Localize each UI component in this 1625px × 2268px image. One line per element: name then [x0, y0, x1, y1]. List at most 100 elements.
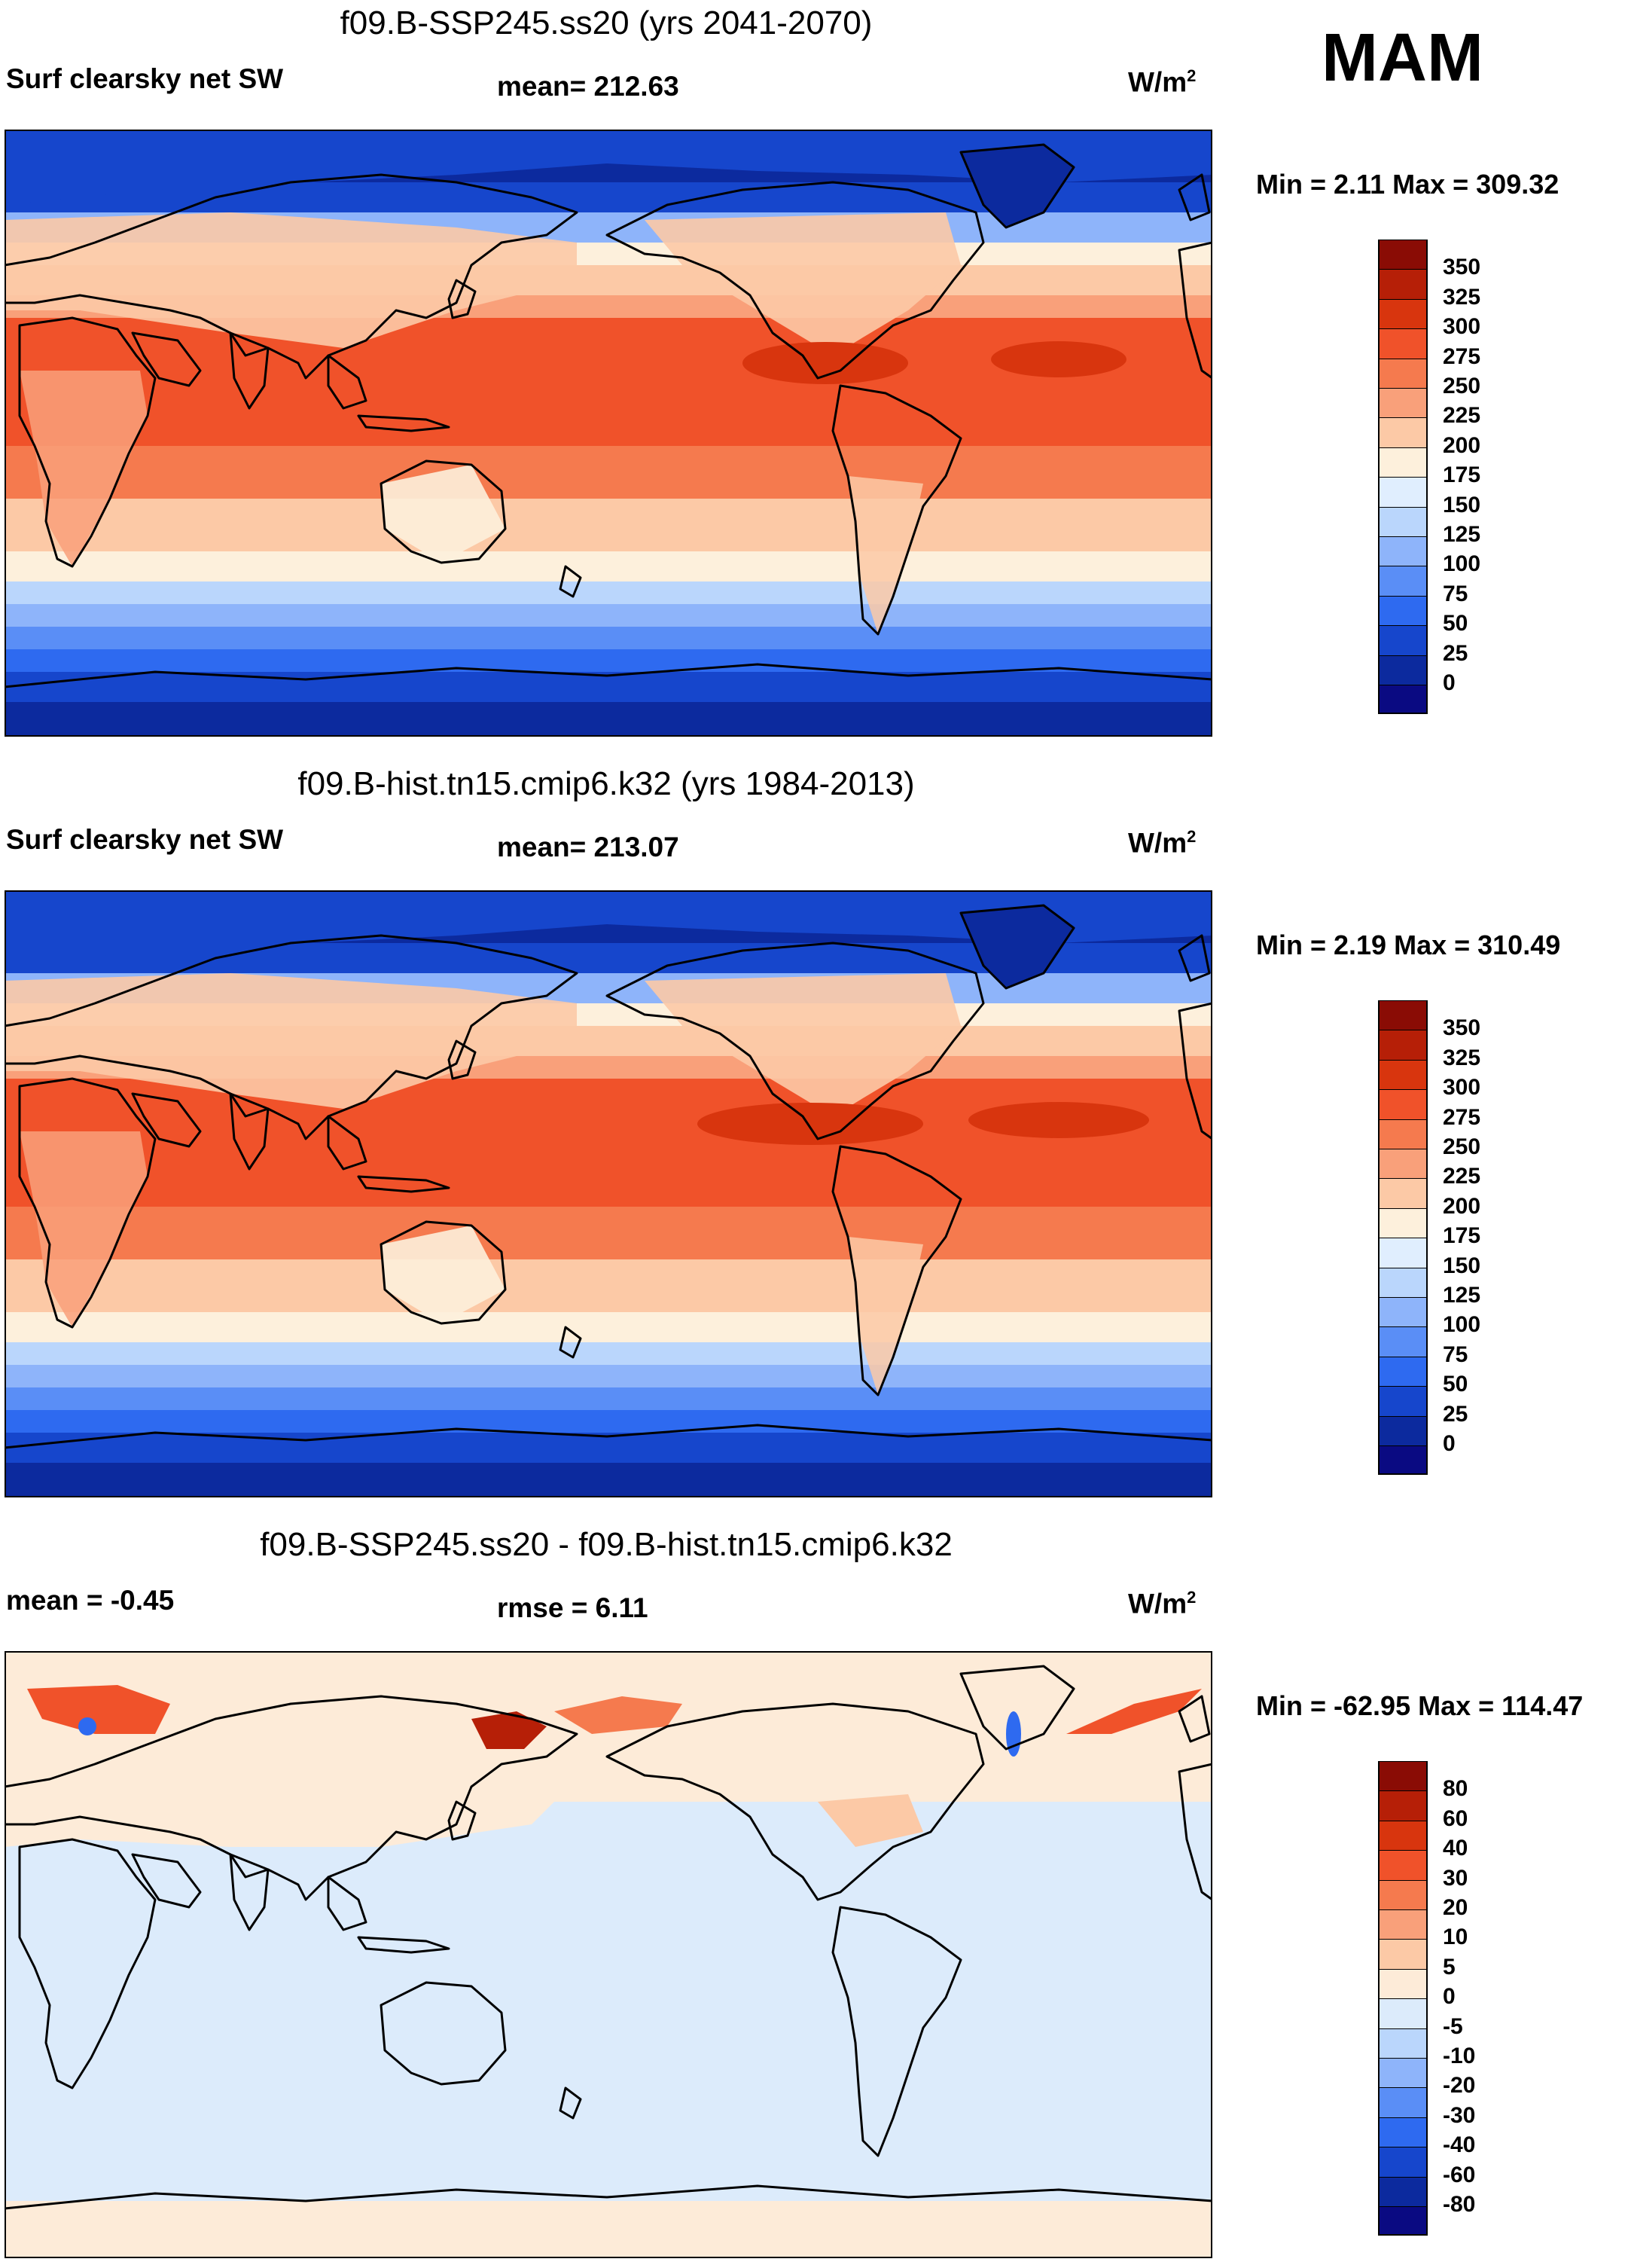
coastline: [229, 331, 270, 410]
colorbar-box: [1378, 595, 1428, 626]
colorbar-label: 325: [1443, 284, 1481, 310]
samerica-field: [848, 1237, 923, 1395]
coastline: [5, 663, 1212, 737]
arctic-field: [5, 890, 1212, 966]
coastline: [1178, 934, 1211, 982]
colorbar-label: 125: [1443, 522, 1481, 547]
colorbar-box: [1378, 2087, 1428, 2117]
colorbar-label: 175: [1443, 462, 1481, 488]
colorbar-label: 40: [1443, 1836, 1468, 1861]
colorbar-box: [1378, 1761, 1428, 1791]
colorbar-box: [1378, 1297, 1428, 1327]
colorbar-label: 325: [1443, 1045, 1481, 1070]
coastline: [357, 1175, 450, 1193]
colorbar-box: [1378, 1968, 1428, 1999]
minmax-label: Min = 2.19 Max = 310.49: [1256, 929, 1561, 960]
colorbar-box: [1378, 1386, 1428, 1416]
coastline: [605, 942, 985, 1140]
colorbar-label: 0: [1443, 1431, 1456, 1456]
colorbar-label: 25: [1443, 640, 1468, 666]
colorbar-label: 0: [1443, 670, 1456, 695]
field-band: [5, 1312, 1212, 1342]
field-band: [5, 446, 1212, 499]
colorbar-box: [1378, 388, 1428, 418]
map-frame: [5, 1651, 1212, 2258]
coastline: [5, 1695, 578, 1901]
greenland-field: [961, 905, 1074, 988]
colorbar-box: [1378, 1178, 1428, 1208]
colorbar-label: -20: [1443, 2073, 1476, 2099]
units-text: W/m: [1128, 1588, 1188, 1619]
colorbar-label: 125: [1443, 1283, 1481, 1308]
colorbar-box: [1378, 417, 1428, 447]
colorbar-label: -30: [1443, 2102, 1476, 2128]
colorbar-box: [1378, 1238, 1428, 1268]
coastline: [380, 1981, 507, 2086]
colorbar-label: 200: [1443, 1193, 1481, 1219]
colorbar-label: 10: [1443, 1925, 1468, 1950]
units-exponent: 2: [1187, 66, 1197, 85]
colorbar-label: -5: [1443, 2013, 1463, 2039]
field-band: [5, 1463, 1212, 1497]
units-label: W/m2: [1128, 66, 1196, 98]
coastline: [605, 181, 985, 380]
colorbar-box: [1378, 447, 1428, 478]
colorbar-box: [1378, 1850, 1428, 1880]
field-band: [5, 1410, 1212, 1433]
colorbar-label: 150: [1443, 492, 1481, 517]
units-label: W/m2: [1128, 827, 1196, 859]
max-anomaly: [1066, 1689, 1202, 1734]
namerica-field: [645, 973, 961, 1116]
colorbar-box: [1378, 1415, 1428, 1445]
colorbar-label: 225: [1443, 1164, 1481, 1189]
coastline: [447, 1039, 477, 1080]
colorbar-label: 75: [1443, 581, 1468, 606]
africa-field: [20, 371, 148, 566]
coastline: [357, 1936, 450, 1954]
colorbar-box: [1378, 625, 1428, 655]
coastline: [5, 2184, 1212, 2258]
units-exponent: 2: [1187, 827, 1197, 846]
field-band: [5, 702, 1212, 737]
variable-label: Surf clearsky net SW: [6, 63, 284, 94]
colorbar-label: -60: [1443, 2162, 1476, 2187]
colorbar-box: [1378, 1445, 1428, 1476]
coastline: [327, 1115, 367, 1171]
samerica-field: [848, 476, 923, 634]
coastline: [447, 1800, 477, 1841]
colorbar-label: 275: [1443, 1104, 1481, 1130]
minmax-label: Min = -62.95 Max = 114.47: [1256, 1690, 1584, 1721]
colorbar-label: 50: [1443, 1372, 1468, 1397]
min-anomaly: [1006, 1711, 1021, 1757]
colorbar-box: [1378, 1267, 1428, 1297]
colorbar-label: 5: [1443, 1954, 1456, 1980]
colorbar-label: 225: [1443, 403, 1481, 429]
season-label: MAM: [1322, 20, 1483, 96]
variable-label: Surf clearsky net SW: [6, 824, 284, 855]
coastline: [1178, 173, 1211, 221]
colorbar-box: [1378, 298, 1428, 329]
colorbar-label: 250: [1443, 374, 1481, 398]
colorbar-box: [1378, 1879, 1428, 1909]
colorbar-label: 75: [1443, 1342, 1468, 1367]
coastline: [959, 143, 1075, 229]
mean-label: mean = -0.45: [6, 1585, 175, 1616]
minmax-label: Min = 2.11 Max = 309.32: [1256, 169, 1559, 200]
coastline: [1178, 1695, 1211, 1743]
colorbar-box: [1378, 2147, 1428, 2177]
max-anomaly: [554, 1696, 682, 1734]
coastline: [5, 173, 578, 380]
mean-label: mean= 212.63: [497, 71, 679, 102]
max-field: [742, 342, 908, 384]
coastline: [380, 459, 507, 564]
colorbar-box: [1378, 685, 1428, 715]
namerica-field: [645, 212, 961, 356]
coastline: [1178, 241, 1212, 380]
map-plot: [5, 890, 1212, 1497]
field-band: [5, 649, 1212, 672]
coastline: [5, 934, 578, 1140]
colorbar-box: [1378, 2117, 1428, 2147]
colorbar-label: -10: [1443, 2044, 1476, 2068]
colorbar-label: 250: [1443, 1134, 1481, 1159]
colorbar-box: [1378, 1939, 1428, 1969]
